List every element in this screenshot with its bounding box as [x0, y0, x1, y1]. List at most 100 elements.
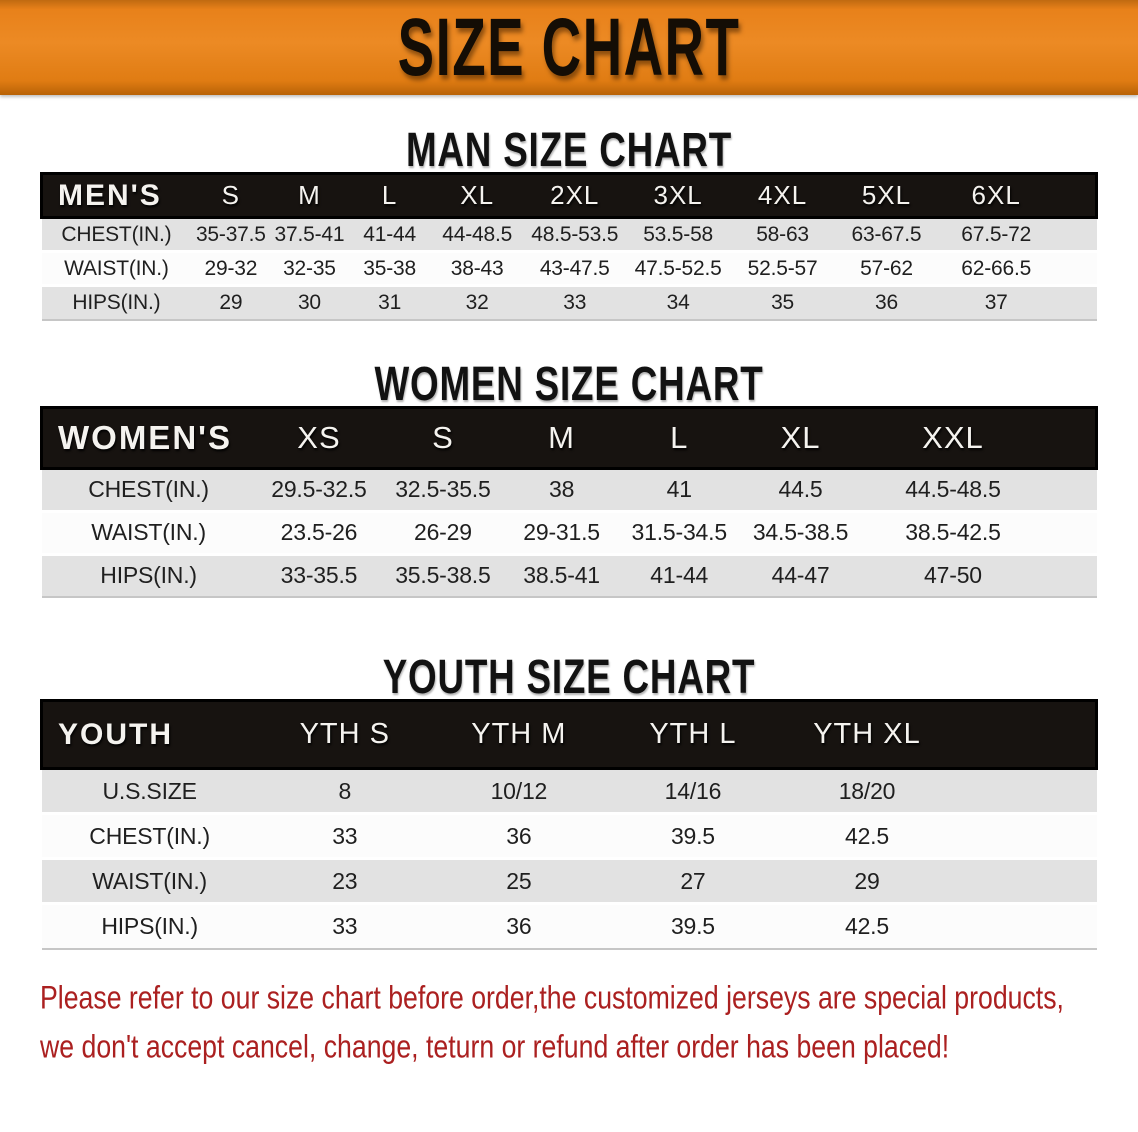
size-value-cell: 39.5 [605, 902, 780, 949]
row-label: HIPS(IN.) [41, 552, 256, 597]
size-column-header: S [191, 172, 271, 219]
size-value-cell: 29 [191, 284, 271, 320]
size-value-cell: 34.5-38.5 [738, 509, 863, 554]
size-value-cell: 30 [270, 284, 349, 320]
size-value-cell: 44-47 [738, 552, 863, 597]
row-spacer [954, 767, 1097, 814]
size-value-cell: 26-29 [382, 509, 504, 554]
size-value-cell: 34 [625, 284, 731, 320]
table-row: CHEST(IN.) 33 36 39.5 42.5 [41, 812, 1097, 859]
size-value-cell: 57-62 [834, 250, 939, 286]
size-column-header: M [270, 172, 349, 219]
row-label: HIPS(IN.) [41, 284, 192, 320]
header-spacer [1043, 405, 1098, 470]
size-value-cell: 44.5 [738, 466, 863, 511]
size-value-cell: 42.5 [779, 812, 955, 859]
table-row: HIPS(IN.) 33-35.5 35.5-38.5 38.5-41 41-44 44-… [41, 552, 1097, 597]
size-value-cell: 44-48.5 [430, 216, 524, 252]
size-column-header: 4XL [730, 172, 835, 219]
size-value-cell: 32 [430, 284, 524, 320]
size-value-cell: 41-44 [619, 552, 739, 597]
row-spacer [954, 902, 1097, 949]
row-label: WAIST(IN.) [41, 509, 256, 554]
header-spacer [954, 699, 1099, 770]
row-spacer [954, 812, 1097, 859]
women-size-table: WOMEN'S XS S M L XL XXL CHEST(IN.) 29.5-32.5 32.5… [39, 405, 1098, 598]
disclaimer-line-2: we don't accept cancel, change, teturn o… [40, 1027, 950, 1065]
size-column-header: XL [738, 405, 863, 470]
size-value-cell: 62-66.5 [938, 250, 1055, 286]
table-row: CHEST(IN.) 35-37.5 37.5-41 41-44 44-48.5 48.5… [41, 216, 1097, 252]
row-spacer [1043, 552, 1097, 597]
size-value-cell: 23 [257, 857, 432, 904]
table-group-label: YOUTH [39, 699, 258, 770]
size-value-cell: 47-50 [862, 552, 1044, 597]
size-value-cell: 10/12 [431, 767, 606, 814]
size-column-header: M [503, 405, 620, 470]
size-value-cell: 32.5-35.5 [382, 466, 504, 511]
size-value-cell: 35 [730, 284, 835, 320]
row-label: CHEST(IN.) [41, 216, 192, 252]
size-value-cell: 38 [503, 466, 620, 511]
table-row: U.S.SIZE 8 10/12 14/16 18/20 [41, 767, 1097, 814]
size-value-cell: 37 [938, 284, 1055, 320]
size-value-cell: 14/16 [605, 767, 780, 814]
row-spacer [1043, 466, 1097, 511]
size-value-cell: 31 [348, 284, 431, 320]
size-value-cell: 43-47.5 [523, 250, 626, 286]
size-column-header: YTH M [431, 699, 606, 770]
size-value-cell: 67.5-72 [938, 216, 1055, 252]
size-value-cell: 33-35.5 [255, 552, 383, 597]
youth-section-title: YOUTH SIZE CHART [382, 648, 756, 704]
banner-title: SIZE CHART [397, 1, 741, 94]
size-value-cell: 35-38 [348, 250, 431, 286]
size-value-cell: 31.5-34.5 [619, 509, 739, 554]
size-value-cell: 53.5-58 [625, 216, 731, 252]
youth-size-table: YOUTH YTH S YTH M YTH L YTH XL U.S.SIZE 8 10/12… [39, 699, 1099, 950]
size-value-cell: 41 [619, 466, 739, 511]
row-label: WAIST(IN.) [41, 250, 192, 286]
size-value-cell: 33 [257, 902, 432, 949]
size-column-header: YTH S [257, 699, 432, 770]
size-value-cell: 25 [431, 857, 606, 904]
size-value-cell: 41-44 [348, 216, 431, 252]
table-row: WAIST(IN.) 29-32 32-35 35-38 38-43 43-47.5 47.… [41, 250, 1097, 286]
row-spacer [1054, 216, 1097, 252]
header-row: MEN'S S M L XL 2XL 3XL 4XL 5XL 6XL [40, 172, 1099, 219]
table-row: HIPS(IN.) 33 36 39.5 42.5 [41, 902, 1097, 949]
disclaimer: Please refer to our size chart before or… [40, 973, 1138, 1071]
women-section-title: WOMEN SIZE CHART [374, 355, 764, 410]
size-column-header: 6XL [938, 172, 1055, 219]
size-value-cell: 47.5-52.5 [625, 250, 731, 286]
row-spacer [954, 857, 1097, 904]
size-column-header: YTH XL [779, 699, 955, 770]
men-section-title: MAN SIZE CHART [405, 121, 733, 177]
size-value-cell: 42.5 [779, 902, 955, 949]
size-column-header: 3XL [625, 172, 731, 219]
header-row: WOMEN'S XS S M L XL XXL [39, 405, 1098, 470]
size-column-header: XL [430, 172, 524, 219]
size-value-cell: 38.5-42.5 [862, 509, 1044, 554]
size-value-cell: 29-31.5 [503, 509, 620, 554]
table-row: WAIST(IN.) 23.5-26 26-29 29-31.5 31.5-34.5 34… [41, 509, 1097, 554]
size-value-cell: 33 [257, 812, 432, 859]
row-spacer [1043, 509, 1097, 554]
table-group-label: MEN'S [40, 172, 192, 219]
size-value-cell: 58-63 [730, 216, 835, 252]
size-value-cell: 35.5-38.5 [382, 552, 504, 597]
size-value-cell: 36 [834, 284, 939, 320]
size-value-cell: 32-35 [270, 250, 349, 286]
size-column-header: XXL [862, 405, 1044, 470]
size-value-cell: 29.5-32.5 [255, 466, 383, 511]
size-value-cell: 29 [779, 857, 955, 904]
row-spacer [1054, 284, 1097, 320]
size-value-cell: 23.5-26 [255, 509, 383, 554]
table-row: WAIST(IN.) 23 25 27 29 [41, 857, 1097, 904]
disclaimer-line-1: Please refer to our size chart before or… [40, 978, 1064, 1016]
size-column-header: S [382, 405, 504, 470]
row-label: HIPS(IN.) [41, 902, 258, 949]
table-row: CHEST(IN.) 29.5-32.5 32.5-35.5 38 41 44.5 44.5… [41, 466, 1097, 511]
size-value-cell: 36 [431, 902, 606, 949]
row-label: CHEST(IN.) [41, 812, 258, 859]
size-column-header: 2XL [523, 172, 626, 219]
